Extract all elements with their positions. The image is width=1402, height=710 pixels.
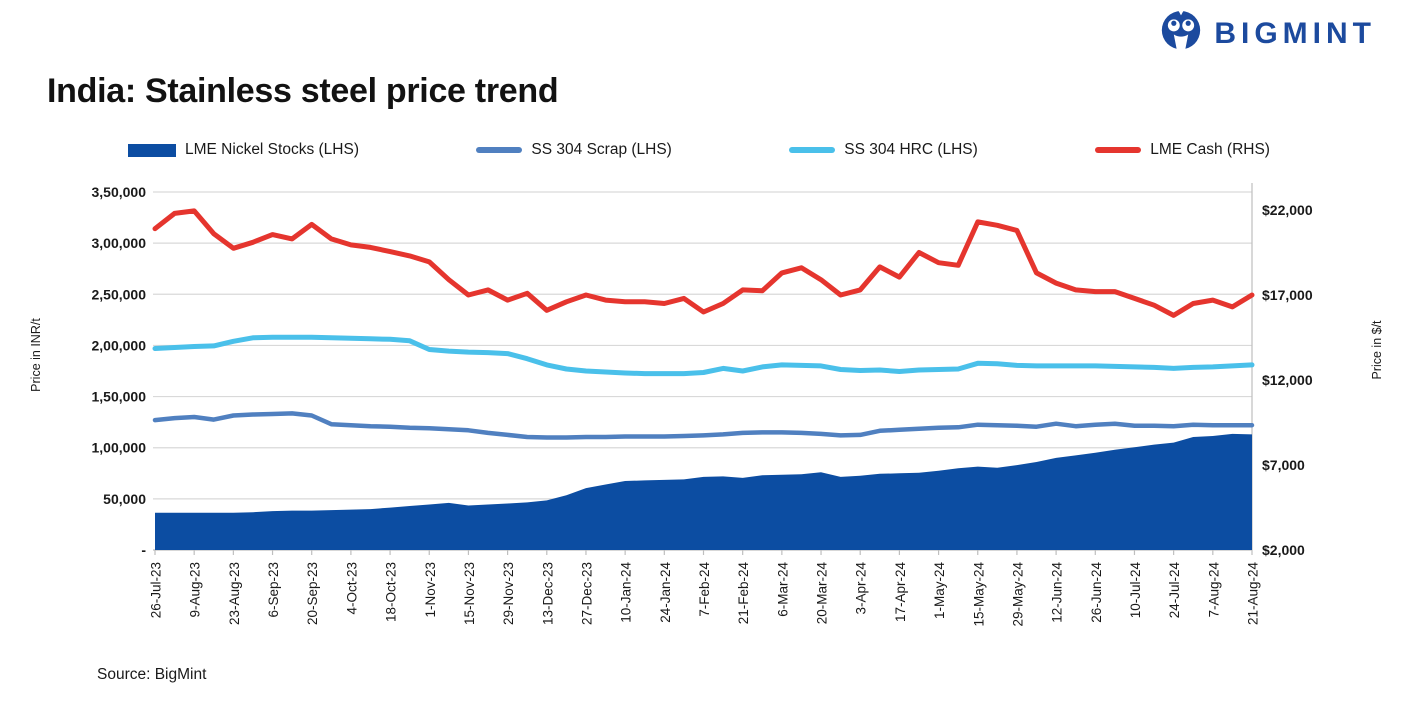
series-line [152,334,1255,377]
left-axis-title: Price in INR/t [29,318,43,392]
source-note: Source: BigMint [97,666,207,683]
x-axis-label: 26-Jul-23 [149,562,164,618]
legend-item-lme-cash: LME Cash (RHS) [1095,141,1270,159]
legend-label: LME Nickel Stocks (LHS) [185,141,359,158]
x-axis-label: 15-May-24 [971,562,986,627]
left-axis-tick: - [141,542,146,558]
page-title: India: Stainless steel price trend [47,72,559,110]
right-axis-tick: $12,000 [1262,372,1313,388]
legend-label: LME Cash (RHS) [1150,141,1270,158]
x-axis-label: 10-Jan-24 [619,562,634,623]
left-axis-tick: 2,50,000 [92,286,147,302]
chart-legend: LME Nickel Stocks (LHS) SS 304 Scrap (LH… [128,141,1270,159]
x-axis-label: 10-Jul-24 [1128,562,1143,619]
x-axis-label: 12-Jun-24 [1050,562,1065,623]
price-trend-chart: - 50,000 1,00,000 1,50,000 2,00,000 2,50,000 3… [29,183,1384,627]
x-axis-label: 21-Feb-24 [736,562,751,625]
x-axis-label: 20-Sep-23 [305,562,320,625]
legend-label: SS 304 HRC (LHS) [844,141,978,158]
right-axis-tick: $17,000 [1262,287,1313,303]
right-axis-title: Price in $/t [1370,320,1384,380]
right-axis-tick: $7,000 [1262,457,1305,473]
left-axis-tick: 3,50,000 [92,184,147,200]
ss304-scrap-swatch [476,147,523,153]
ss304-hrc-swatch [789,147,836,153]
x-axis-label: 13-Dec-23 [540,562,555,625]
x-axis-label: 1-May-24 [932,562,947,620]
x-axis-label: 4-Oct-23 [344,562,359,615]
x-axis-label: 24-Jul-24 [1167,562,1182,619]
legend-label: SS 304 Scrap (LHS) [531,141,672,158]
right-axis-tick: $22,000 [1262,202,1313,218]
x-axis-label: 20-Mar-24 [815,562,830,625]
x-axis-label: 29-Nov-23 [501,562,516,625]
series-line [152,208,1255,318]
x-axis-label: 7-Feb-24 [697,562,712,617]
x-axis-label: 3-Apr-24 [854,562,869,615]
x-axis-label: 29-May-24 [1010,562,1025,627]
x-axis-label: 7-Aug-24 [1206,562,1221,618]
x-axis-label: 1-Nov-23 [423,562,438,618]
x-axis-label: 27-Dec-23 [579,562,594,625]
x-axis-label: 6-Sep-23 [266,562,281,618]
bigmint-owl-icon [1162,10,1201,56]
legend-item-ss304-scrap: SS 304 Scrap (LHS) [476,141,672,159]
x-axis-label: 24-Jan-24 [658,562,673,623]
right-axis-tick: $2,000 [1262,542,1305,558]
x-axis-label: 26-Jun-24 [1089,562,1104,623]
brand-logo: BIGMINT [1158,8,1376,60]
x-axis-label: 9-Aug-23 [188,562,203,618]
lme-cash-swatch [1095,147,1142,153]
left-axis-tick: 3,00,000 [92,235,147,251]
left-axis-tick: 50,000 [103,491,146,507]
brand-name: BIGMINT [1214,17,1376,50]
x-axis-label: 15-Nov-23 [462,562,477,625]
series-line [152,411,1255,440]
legend-item-nickel-stocks: LME Nickel Stocks (LHS) [128,141,359,159]
left-axis-tick: 2,00,000 [92,337,147,353]
left-axis-tick: 1,00,000 [92,440,147,456]
nickel-stocks-swatch [128,143,176,157]
x-axis-label: 21-Aug-24 [1246,562,1261,626]
x-axis-label: 17-Apr-24 [893,562,908,623]
x-axis-label: 23-Aug-23 [227,562,242,625]
legend-item-ss304-hrc: SS 304 HRC (LHS) [789,141,978,159]
left-axis-tick: 1,50,000 [92,389,147,405]
x-axis-label: 6-Mar-24 [775,562,790,617]
series-area-nickel-stocks [155,433,1252,550]
x-axis-label: 18-Oct-23 [384,562,399,622]
